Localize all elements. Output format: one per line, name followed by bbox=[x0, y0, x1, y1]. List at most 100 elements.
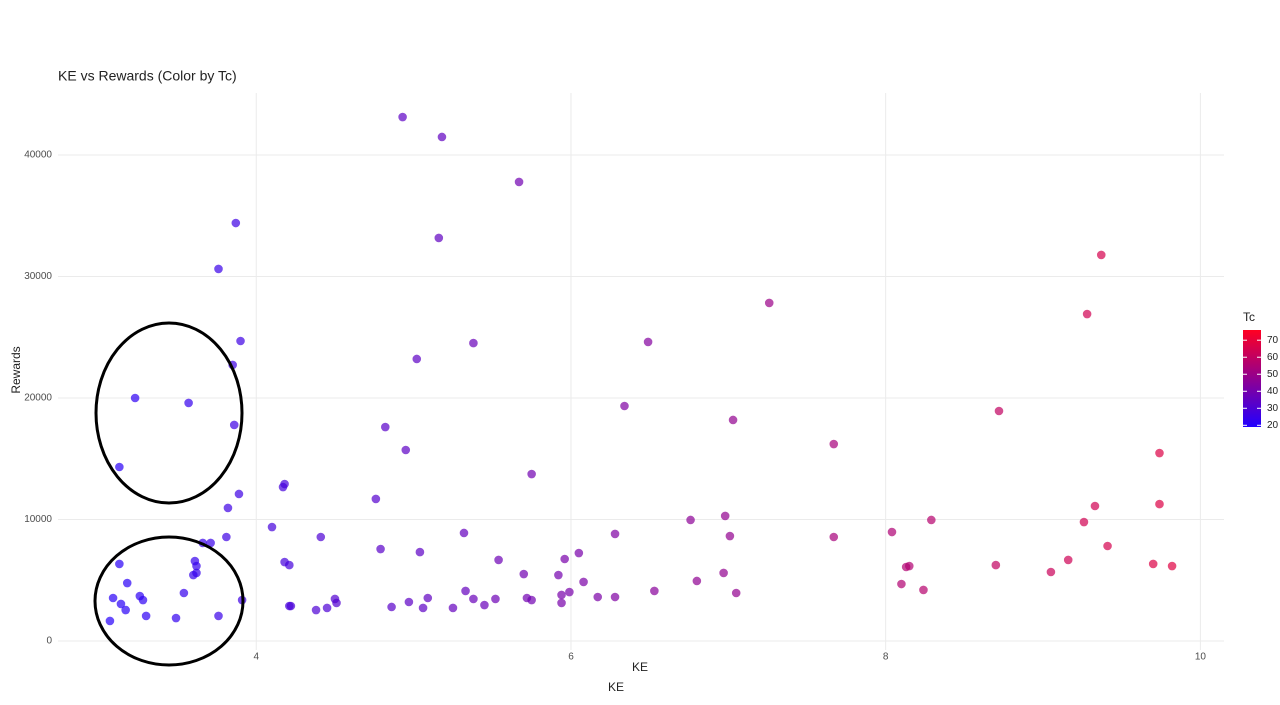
point bbox=[527, 469, 536, 479]
point bbox=[398, 112, 407, 122]
point bbox=[1155, 448, 1164, 458]
point bbox=[311, 605, 321, 615]
point bbox=[514, 177, 524, 187]
point bbox=[236, 336, 245, 346]
point bbox=[404, 597, 414, 607]
point bbox=[480, 600, 489, 610]
point bbox=[322, 603, 332, 613]
y-tick-label: 30000 bbox=[24, 271, 52, 282]
point bbox=[418, 603, 428, 613]
y-tick-label: 20000 bbox=[24, 393, 52, 404]
point bbox=[280, 479, 289, 489]
point bbox=[122, 578, 132, 588]
point bbox=[620, 401, 629, 411]
point bbox=[692, 576, 702, 586]
point bbox=[192, 568, 201, 578]
y-tick-label: 0 bbox=[46, 636, 52, 647]
point bbox=[138, 595, 148, 605]
point bbox=[557, 598, 566, 608]
point bbox=[116, 599, 126, 609]
point bbox=[1167, 561, 1177, 571]
x-axis-annotation: KE bbox=[608, 680, 624, 694]
point bbox=[1155, 499, 1164, 509]
point bbox=[401, 445, 411, 455]
point bbox=[461, 586, 470, 596]
point bbox=[829, 439, 839, 449]
point bbox=[412, 354, 422, 364]
point bbox=[557, 590, 566, 600]
point bbox=[267, 522, 277, 532]
point bbox=[141, 611, 151, 621]
point bbox=[994, 406, 1004, 416]
point bbox=[184, 398, 193, 408]
color-tick-label: 40 bbox=[1267, 386, 1279, 397]
y-tick-label: 40000 bbox=[24, 150, 52, 161]
point bbox=[415, 547, 425, 557]
point bbox=[423, 593, 433, 603]
x-tick-label: 6 bbox=[568, 652, 574, 663]
x-axis-label: KE bbox=[632, 660, 648, 674]
point bbox=[192, 561, 201, 571]
legend-title: Tc bbox=[1243, 310, 1255, 324]
point bbox=[565, 587, 574, 597]
point bbox=[643, 337, 653, 347]
point bbox=[1063, 555, 1073, 565]
color-tick-label: 50 bbox=[1267, 369, 1279, 380]
chart-title: KE vs Rewards (Color by Tc) bbox=[58, 68, 237, 84]
point bbox=[904, 561, 914, 571]
point bbox=[115, 462, 124, 472]
point bbox=[316, 532, 326, 542]
point bbox=[593, 592, 603, 602]
highlight-ellipse bbox=[94, 321, 244, 505]
point bbox=[434, 233, 444, 243]
point bbox=[728, 415, 738, 425]
point bbox=[130, 393, 140, 403]
point bbox=[897, 579, 906, 589]
point bbox=[108, 593, 118, 603]
point bbox=[919, 585, 928, 595]
point bbox=[491, 594, 500, 604]
point bbox=[387, 602, 396, 612]
point bbox=[494, 555, 503, 565]
point bbox=[234, 489, 244, 499]
point bbox=[1090, 501, 1100, 511]
point bbox=[380, 422, 390, 432]
y-axis-label: Rewards bbox=[9, 346, 23, 393]
point bbox=[610, 592, 620, 602]
point bbox=[927, 515, 936, 525]
point bbox=[376, 544, 385, 554]
point bbox=[115, 559, 124, 569]
point bbox=[222, 532, 231, 542]
point bbox=[554, 570, 563, 580]
color-bar bbox=[1243, 330, 1261, 427]
point bbox=[1148, 559, 1158, 569]
color-bar-ticks: 20 30 40 50 60 70 bbox=[1243, 335, 1279, 431]
point bbox=[725, 531, 735, 541]
grid: 0 10000 20000 30000 40000 4 6 8 10 bbox=[24, 93, 1224, 663]
point bbox=[610, 529, 620, 539]
y-tick-label: 10000 bbox=[24, 514, 52, 525]
x-tick-label: 10 bbox=[1195, 652, 1207, 663]
point bbox=[286, 601, 296, 611]
point bbox=[448, 603, 458, 613]
points bbox=[105, 112, 1177, 626]
point bbox=[121, 605, 130, 615]
point bbox=[719, 568, 728, 578]
point bbox=[214, 611, 223, 621]
point bbox=[371, 494, 381, 504]
point bbox=[285, 560, 294, 570]
point bbox=[650, 586, 659, 596]
point bbox=[1046, 567, 1056, 577]
point bbox=[686, 515, 695, 525]
point bbox=[731, 588, 741, 598]
point bbox=[1082, 309, 1092, 319]
point bbox=[332, 598, 341, 608]
point bbox=[764, 298, 774, 308]
point bbox=[1079, 517, 1089, 527]
point bbox=[527, 595, 536, 605]
point bbox=[720, 511, 730, 521]
point bbox=[887, 527, 897, 537]
point bbox=[171, 613, 181, 623]
point bbox=[574, 548, 584, 558]
